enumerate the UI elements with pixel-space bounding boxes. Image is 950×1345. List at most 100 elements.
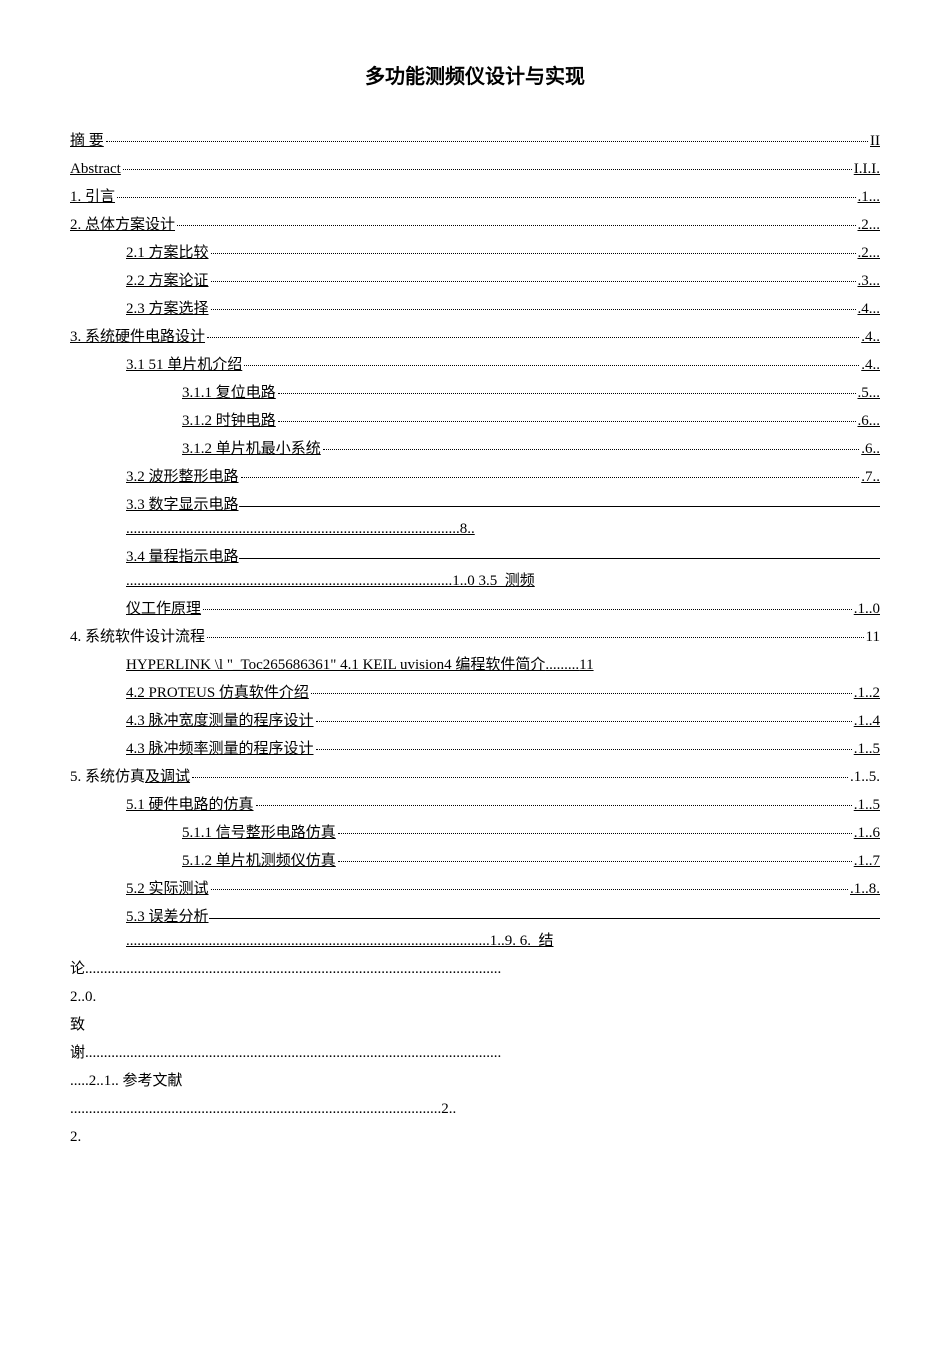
toc-entry-page: .1..0 xyxy=(854,597,880,621)
toc-tail-line: 2..0. xyxy=(70,985,880,1009)
toc-dots xyxy=(256,804,852,806)
toc-dots xyxy=(316,720,852,722)
toc-entry: 仪工作原理.1..0 xyxy=(70,597,880,621)
toc-entry-label: HYPERLINK \l "_Toc265686361" 4.1 KEIL uv… xyxy=(126,653,545,677)
toc-dots xyxy=(278,420,856,422)
document-title: 多功能测频仪设计与实现 xyxy=(70,60,880,89)
toc-dots xyxy=(316,748,852,750)
toc-entry-page: 11 xyxy=(866,625,880,649)
toc-entry-page: 11 xyxy=(579,653,593,677)
toc-entry-label: 4. 系统软件设计流程 xyxy=(70,625,205,649)
toc-entry: 2.2 方案论证 .3... xyxy=(70,269,880,293)
toc-dots xyxy=(123,168,852,170)
toc-entry: 5.2 实际测试 .1..8. xyxy=(70,877,880,901)
toc-dots xyxy=(241,476,860,478)
toc-entry: 3. 系统硬件电路设计.4.. xyxy=(70,325,880,349)
toc-entry: 3.1.1 复位电路 .5... xyxy=(70,381,880,405)
underline-fill xyxy=(239,558,880,559)
toc-entry-multiline: 5.3 误差分析................................… xyxy=(70,905,880,953)
toc-entry-page: .7.. xyxy=(861,465,880,489)
toc-entry-label: 5.2 实际测试 xyxy=(126,877,209,901)
underline-fill xyxy=(209,918,880,919)
toc-tail-line: 致 xyxy=(70,1013,880,1037)
toc-entry-page: .1..2 xyxy=(854,681,880,705)
toc-dots xyxy=(203,608,852,610)
toc-entry-page: .2... xyxy=(858,241,881,265)
toc-entry-page: .3... xyxy=(858,269,881,293)
toc-entry-continuation: ........................................… xyxy=(126,569,880,593)
toc-entry: 摘 要II xyxy=(70,129,880,153)
toc-entry: 4.2 PROTEUS 仿真软件介绍 .1..2 xyxy=(70,681,880,705)
toc-entry-page: .6... xyxy=(858,409,881,433)
toc-entry-label: 3.2 波形整形电路 xyxy=(126,465,239,489)
toc-entry-page: .1..7 xyxy=(854,849,880,873)
toc-entry: 5.1.1 信号整形电路仿真 .1..6 xyxy=(70,821,880,845)
toc-entry: HYPERLINK \l "_Toc265686361" 4.1 KEIL uv… xyxy=(70,653,880,677)
toc-dots xyxy=(192,776,848,778)
toc-entry-page: .5... xyxy=(858,381,881,405)
toc-dots xyxy=(117,196,855,198)
toc-dots xyxy=(244,364,859,366)
toc-entry-label: 2.1 方案比较 xyxy=(126,241,209,265)
toc-entry: 2. 总体方案设计 .2... xyxy=(70,213,880,237)
toc-entry-label: 3.4 量程指示电路 xyxy=(126,545,239,569)
toc-entry-label: 4.3 脉冲频率测量的程序设计 xyxy=(126,737,314,761)
toc-dots xyxy=(211,280,856,282)
toc-entry-label: 3.1 51 单片机介绍 xyxy=(126,353,242,377)
toc-entry-label: 5.1.2 单片机测频仪仿真 xyxy=(182,849,336,873)
toc-entry-page: .1..4 xyxy=(854,709,880,733)
toc-entry-continuation: ........................................… xyxy=(126,929,880,953)
toc-entry-label: 1. 引言 xyxy=(70,185,115,209)
toc-entry-page: .1..6 xyxy=(854,821,880,845)
toc-dots xyxy=(278,392,856,394)
toc-dots xyxy=(106,140,868,142)
toc-entry-page: .4.. xyxy=(861,325,880,349)
toc-entry-label: 5.3 误差分析 xyxy=(126,905,209,929)
toc-entry-label: 摘 要 xyxy=(70,129,104,153)
toc-entry-label: 4.3 脉冲宽度测量的程序设计 xyxy=(126,709,314,733)
underline-fill xyxy=(239,506,880,507)
toc-entry-page: .1..5. xyxy=(850,765,880,789)
toc-entry-multiline: 3.4 量程指示电路..............................… xyxy=(70,545,880,593)
toc-dots xyxy=(207,336,859,338)
toc-entry-page: .2... xyxy=(858,213,881,237)
toc-entry: 5. 系统仿真及调试 .1..5. xyxy=(70,765,880,789)
toc-dots xyxy=(211,308,856,310)
toc-entry-label: 4.2 PROTEUS 仿真软件介绍 xyxy=(126,681,309,705)
toc-entry-multiline: 3.3 数字显示电路..............................… xyxy=(70,493,880,541)
toc-entry: 3.1 51 单片机介绍 .4.. xyxy=(70,353,880,377)
toc-entry-page: .1..5 xyxy=(854,793,880,817)
toc-entry-label: 3.1.2 时钟电路 xyxy=(182,409,276,433)
toc-entry-label: 2.3 方案选择 xyxy=(126,297,209,321)
toc-entry-page: .1..5 xyxy=(854,737,880,761)
toc-tail-line: 论.......................................… xyxy=(70,957,880,981)
toc-entry-page: .4.. xyxy=(861,353,880,377)
toc-tail-line: 谢.......................................… xyxy=(70,1041,880,1065)
toc-entry-page: .1..8. xyxy=(850,877,880,901)
toc-dots xyxy=(338,832,852,834)
toc-dots: ......... xyxy=(545,653,579,677)
toc-entry-label: 5.1 硬件电路的仿真 xyxy=(126,793,254,817)
toc-entry-label: 2.2 方案论证 xyxy=(126,269,209,293)
toc-entry: 4. 系统软件设计流程 11 xyxy=(70,625,880,649)
toc-dots xyxy=(311,692,852,694)
toc-entry-page: .1... xyxy=(858,185,881,209)
toc-entry: 5.1.2 单片机测频仪仿真 .1..7 xyxy=(70,849,880,873)
toc-entry-continuation: ........................................… xyxy=(126,517,880,541)
toc-entry: 3.1.2 单片机最小系统.6.. xyxy=(70,437,880,461)
toc-dots xyxy=(211,252,856,254)
toc-dots xyxy=(338,860,852,862)
toc-entry-label: 5.1.1 信号整形电路仿真 xyxy=(182,821,336,845)
toc-dots xyxy=(177,224,855,226)
toc-entry: 1. 引言 .1... xyxy=(70,185,880,209)
table-of-contents: 摘 要IIAbstractI.I.I.1. 引言.1...2. 总体方案设计.2… xyxy=(70,129,880,1149)
toc-entry: 3.2 波形整形电路 .7.. xyxy=(70,465,880,489)
toc-entry-page: .6.. xyxy=(861,437,880,461)
toc-tail-line: .....2..1.. 参考文献 xyxy=(70,1069,880,1093)
toc-entry: 3.1.2 时钟电路 .6... xyxy=(70,409,880,433)
toc-entry-label: 5. 系统仿真及调试 xyxy=(70,765,190,789)
toc-entry-label: 3.1.1 复位电路 xyxy=(182,381,276,405)
toc-entry: 4.3 脉冲频率测量的程序设计 .1..5 xyxy=(70,737,880,761)
toc-entry: 4.3 脉冲宽度测量的程序设计 .1..4 xyxy=(70,709,880,733)
toc-entry-label: 2. 总体方案设计 xyxy=(70,213,175,237)
